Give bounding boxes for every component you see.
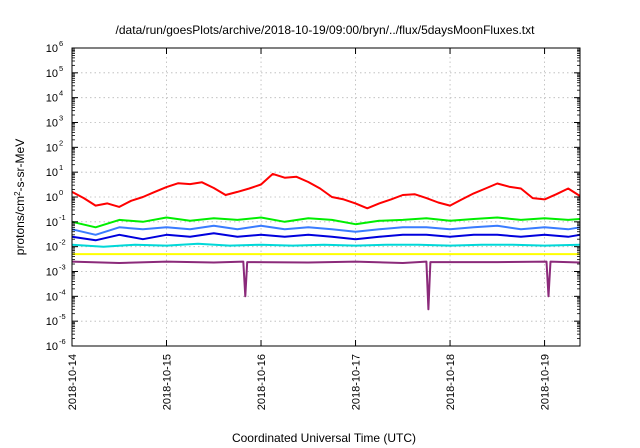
y-tick-exponent: 5 bbox=[59, 64, 63, 73]
y-tick-label: 10 bbox=[46, 291, 58, 303]
series-line bbox=[71, 232, 581, 242]
y-tick-label: 10 bbox=[46, 167, 58, 179]
y-tick-exponent: 0 bbox=[59, 188, 63, 197]
y-tick-exponent: -6 bbox=[59, 337, 66, 346]
series-line bbox=[71, 172, 581, 210]
y-tick-label: 10 bbox=[46, 68, 58, 80]
axis-ticks bbox=[71, 47, 580, 347]
y-tick-label: 10 bbox=[46, 118, 58, 130]
y-tick-exponent: 3 bbox=[59, 114, 63, 123]
x-tick-labels: 2018-10-14 2018-10-15 2018-10-16 2018-10-17… bbox=[67, 354, 552, 410]
y-tick-label: 10 bbox=[46, 242, 58, 254]
y-tick-exponent: -2 bbox=[59, 238, 66, 247]
grid-lines bbox=[72, 48, 580, 346]
plot-frame bbox=[71, 47, 581, 347]
y-tick-label: 10 bbox=[46, 217, 58, 229]
y-tick-exponent: 2 bbox=[59, 138, 63, 147]
y-tick-label: 10 bbox=[46, 43, 58, 55]
x-tick-label: 2018-10-19 bbox=[540, 354, 552, 410]
y-axis-title-prefix: protons/cm bbox=[13, 196, 27, 255]
y-tick-label: 10 bbox=[46, 267, 58, 279]
y-axis-title: protons/cm2-s-sr-MeV bbox=[13, 139, 27, 255]
x-tick-label: 2018-10-17 bbox=[351, 354, 363, 410]
x-tick-label: 2018-10-18 bbox=[445, 354, 457, 410]
chart-title: /data/run/goesPlots/archive/2018-10-19/0… bbox=[116, 23, 536, 37]
x-tick-label: 2018-10-16 bbox=[256, 354, 268, 410]
series-line bbox=[71, 224, 581, 236]
series-lines bbox=[71, 172, 581, 311]
y-tick-label: 10 bbox=[46, 142, 58, 154]
y-tick-label: 10 bbox=[46, 341, 58, 353]
y-tick-label: 10 bbox=[46, 93, 58, 105]
series-line bbox=[71, 216, 581, 229]
y-axis-title-suffix: -s-sr-MeV bbox=[13, 139, 27, 192]
y-tick-exponent: -3 bbox=[59, 263, 66, 272]
y-tick-exponent: -1 bbox=[59, 213, 66, 222]
y-tick-label: 10 bbox=[46, 316, 58, 328]
y-tick-exponent: 1 bbox=[59, 163, 63, 172]
series-line bbox=[71, 242, 581, 248]
x-axis-title: Coordinated Universal Time (UTC) bbox=[232, 431, 416, 445]
series-line bbox=[71, 260, 581, 311]
x-tick-label: 2018-10-14 bbox=[67, 354, 79, 410]
y-tick-exponent: 6 bbox=[59, 39, 63, 48]
y-tick-exponent: 4 bbox=[59, 89, 63, 98]
y-tick-label: 10 bbox=[46, 192, 58, 204]
y-tick-exponent: -5 bbox=[59, 312, 66, 321]
y-axis-title-superscript: 2 bbox=[13, 191, 22, 196]
y-tick-exponent: -4 bbox=[59, 287, 66, 296]
x-tick-label: 2018-10-15 bbox=[162, 354, 174, 410]
